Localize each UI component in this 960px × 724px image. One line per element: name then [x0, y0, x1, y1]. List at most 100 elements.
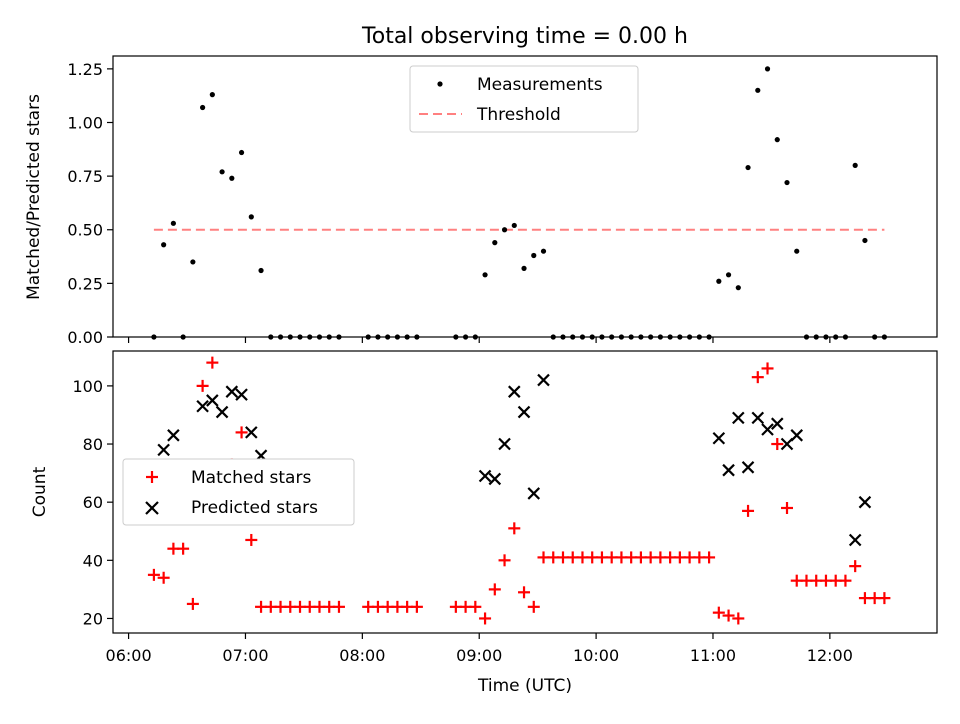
bottom-y-tick-label: 40 [83, 551, 103, 570]
legend-predicted-label: Predicted stars [191, 498, 318, 518]
predicted-star-point [206, 394, 219, 407]
predicted-star-point [858, 495, 872, 509]
predicted-star-point [498, 437, 511, 451]
bottom-y-axis-label: Count [30, 466, 50, 517]
predicted-star-point [732, 411, 745, 425]
measurement-point [540, 248, 547, 254]
top-plot-frame [112, 55, 938, 338]
top-panel: 0.00 0.25 0.50 0.75 1.00 1.25 Matched/Predict… [24, 55, 938, 347]
matched-star-point [771, 438, 784, 451]
matched-star-point [469, 600, 482, 613]
x-tick-label: 07:00 [222, 646, 268, 665]
predicted-star-point [848, 533, 862, 547]
measurement-point [492, 240, 498, 246]
matched-star-point [157, 571, 170, 584]
chart-title: Total observing time = 0.00 h [361, 24, 688, 49]
predicted-star-point [478, 469, 492, 483]
measurement-point [784, 179, 790, 186]
matched-star-point [732, 612, 745, 625]
top-y-tick-label: 1.25 [67, 60, 103, 79]
legend-matched-marker [146, 471, 158, 483]
matched-star-point [527, 600, 540, 613]
legend-matched-label: Matched stars [191, 468, 311, 488]
measurement-point [161, 242, 167, 248]
measurement-point [200, 104, 206, 111]
measurement-point [725, 272, 732, 278]
measurement-point [229, 175, 235, 181]
measurement-point [531, 252, 537, 259]
predicted-star-point [245, 426, 258, 439]
bottom-y-tick-label: 20 [83, 609, 103, 628]
bottom-y-tick-label: 60 [83, 493, 103, 512]
measurement-point [862, 237, 868, 244]
measurement-point [501, 227, 508, 233]
predicted-star-point [508, 385, 521, 398]
matched-star-point [849, 560, 862, 573]
matched-star-point [722, 609, 735, 622]
matched-star-point [761, 362, 774, 375]
matched-star-point [839, 574, 852, 587]
matched-star-point [712, 606, 725, 619]
predicted-star-point [196, 399, 209, 413]
x-axis-label: Time (UTC) [477, 676, 572, 696]
bottom-panel: 20 40 60 80 100 06:00 07:00 08:00 09:00 10:00 11:0… [30, 350, 938, 696]
predicted-star-point [537, 373, 550, 387]
measurement-point [764, 66, 771, 72]
top-y-axis-label: Matched/Predicted stars [24, 94, 44, 300]
bottom-y-tick-label: 80 [83, 435, 103, 454]
predicted-star-point [722, 463, 735, 477]
predicted-star-point [225, 385, 239, 398]
bottom-legend-box [122, 458, 355, 526]
top-y-tick-label: 0.50 [67, 221, 103, 240]
measurement-point [482, 272, 488, 278]
matched-star-point [488, 583, 501, 596]
top-y-tick-label: 0.75 [67, 167, 103, 186]
predicted-star-point [780, 437, 794, 451]
matched-star-point [186, 597, 199, 610]
matched-star-point [196, 379, 209, 392]
matched-star-point [742, 504, 755, 517]
matched-star-point [479, 612, 492, 625]
matched-star-point [518, 586, 531, 599]
x-tick-label: 08:00 [339, 646, 385, 665]
legend-predicted-marker [145, 501, 159, 515]
bottom-legend: Matched stars Predicted stars [122, 458, 355, 526]
matched-star-point [498, 554, 511, 567]
matched-star-point [508, 522, 521, 535]
top-y-tick-label: 0.25 [67, 274, 103, 293]
bottom-plot-frame [112, 350, 938, 634]
measurement-point [745, 164, 751, 171]
measurement-point [258, 267, 264, 274]
measurement-point [794, 248, 800, 254]
measurement-point [716, 278, 722, 284]
measurement-point [248, 214, 254, 220]
predicted-star-point [751, 411, 765, 425]
top-legend-box [409, 65, 639, 133]
legend-threshold-label: Threshold [476, 105, 561, 125]
legend-measurements-marker [437, 81, 443, 87]
matched-star-point [177, 542, 190, 555]
legend-measurements-label: Measurements [477, 75, 603, 95]
x-tick-label: 12:00 [807, 646, 853, 665]
matched-star-point [235, 426, 248, 439]
top-legend: Measurements Threshold [409, 65, 639, 133]
predicted-star-point [215, 405, 229, 419]
matched-star-point [206, 356, 219, 369]
top-y-tick-label: 0.00 [67, 328, 103, 347]
predicted-star-point [235, 388, 248, 401]
measurement-point [238, 149, 245, 156]
predicted-star-point [488, 472, 502, 486]
x-tick-label: 06:00 [106, 646, 152, 665]
predicted-star-point [157, 443, 170, 457]
matched-star-point [751, 371, 764, 384]
measurement-point [511, 222, 517, 229]
predicted-star-point [761, 423, 774, 436]
predicted-star-point [741, 461, 755, 474]
predicted-star-point [790, 429, 804, 442]
x-tick-label: 10:00 [573, 646, 619, 665]
measurement-point [774, 137, 780, 143]
measurement-point [190, 259, 196, 265]
matched-star-point [332, 600, 345, 613]
measurement-point [852, 162, 858, 168]
